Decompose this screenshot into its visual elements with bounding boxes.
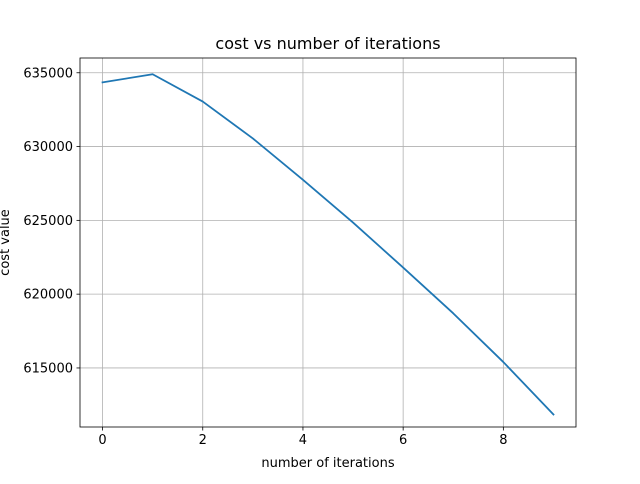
y-tick-label: 615000 (23, 361, 73, 376)
y-tick-label: 625000 (23, 214, 73, 229)
x-tick-label: 4 (299, 433, 307, 448)
x-tick-label: 2 (199, 433, 207, 448)
y-axis-label: cost value (0, 209, 13, 276)
plot-area (80, 58, 576, 427)
y-tick-label: 630000 (23, 140, 73, 155)
x-tick-label: 8 (499, 433, 507, 448)
y-tick-label: 620000 (23, 288, 73, 303)
x-tick-label: 0 (98, 433, 106, 448)
chart-title: cost vs number of iterations (215, 34, 440, 53)
x-tick-label: 6 (399, 433, 407, 448)
y-tick-label: 635000 (23, 66, 73, 81)
x-axis-label: number of iterations (261, 456, 394, 471)
